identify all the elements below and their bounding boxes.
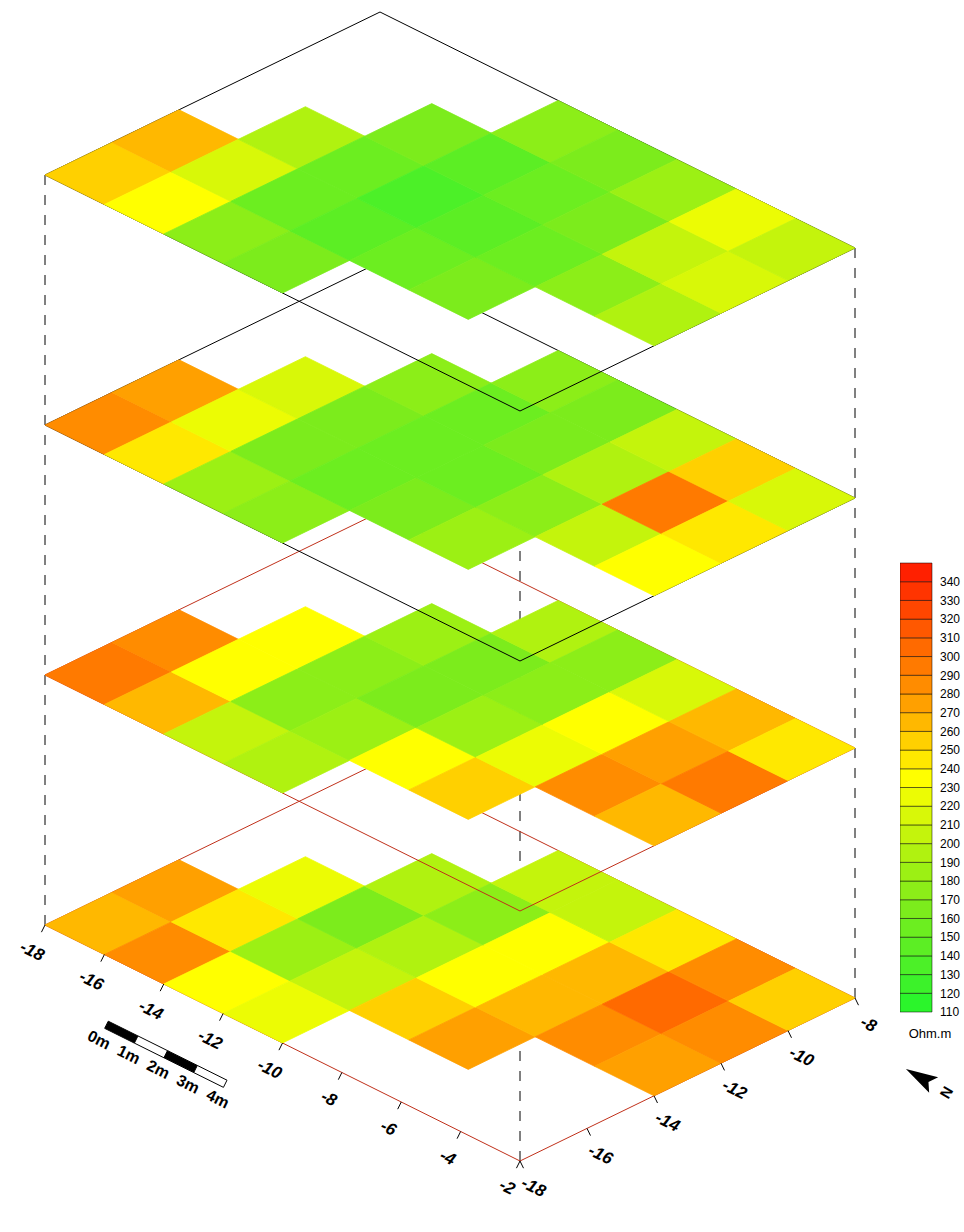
- svg-text:180: 180: [940, 874, 960, 888]
- svg-text:140: 140: [940, 949, 960, 963]
- svg-text:N: N: [936, 1083, 956, 1101]
- svg-text:320: 320: [940, 612, 960, 626]
- svg-text:2m: 2m: [144, 1056, 172, 1082]
- svg-text:200: 200: [940, 837, 960, 851]
- svg-text:250: 250: [940, 743, 960, 757]
- svg-text:110: 110: [940, 1005, 959, 1019]
- svg-text:120: 120: [940, 987, 960, 1001]
- svg-text:190: 190: [940, 856, 960, 870]
- svg-text:-14: -14: [136, 996, 167, 1024]
- svg-text:220: 220: [940, 799, 960, 813]
- svg-text:340: 340: [940, 575, 960, 589]
- svg-text:3m: 3m: [174, 1071, 202, 1097]
- svg-text:1m: 1m: [115, 1042, 143, 1068]
- svg-text:-16: -16: [585, 1140, 616, 1168]
- svg-text:-16: -16: [76, 966, 107, 994]
- svg-text:Ohm.m: Ohm.m: [909, 1026, 952, 1041]
- svg-text:240: 240: [940, 762, 960, 776]
- svg-text:160: 160: [940, 912, 960, 926]
- svg-text:-2: -2: [496, 1175, 518, 1199]
- svg-text:170: 170: [940, 893, 960, 907]
- svg-text:260: 260: [940, 725, 960, 739]
- svg-text:330: 330: [940, 594, 960, 608]
- svg-text:-18: -18: [17, 937, 48, 965]
- svg-text:4m: 4m: [204, 1086, 232, 1112]
- svg-text:300: 300: [940, 650, 960, 664]
- svg-text:0m: 0m: [85, 1027, 113, 1053]
- svg-text:-12: -12: [195, 1025, 226, 1053]
- svg-text:-10: -10: [786, 1043, 817, 1071]
- svg-text:150: 150: [940, 930, 960, 944]
- svg-text:-8: -8: [858, 1012, 880, 1036]
- svg-text:210: 210: [940, 818, 960, 832]
- svg-text:-14: -14: [652, 1108, 683, 1136]
- svg-text:-4: -4: [437, 1146, 459, 1170]
- svg-text:270: 270: [940, 706, 960, 720]
- svg-text:-10: -10: [254, 1055, 285, 1083]
- svg-text:-18: -18: [518, 1173, 549, 1201]
- svg-text:130: 130: [940, 968, 960, 982]
- svg-text:310: 310: [940, 631, 960, 645]
- svg-text:-12: -12: [719, 1075, 750, 1103]
- svg-text:-8: -8: [318, 1087, 340, 1111]
- svg-text:290: 290: [940, 669, 960, 683]
- svg-text:230: 230: [940, 781, 960, 795]
- svg-text:-6: -6: [377, 1116, 399, 1140]
- svg-text:280: 280: [940, 687, 960, 701]
